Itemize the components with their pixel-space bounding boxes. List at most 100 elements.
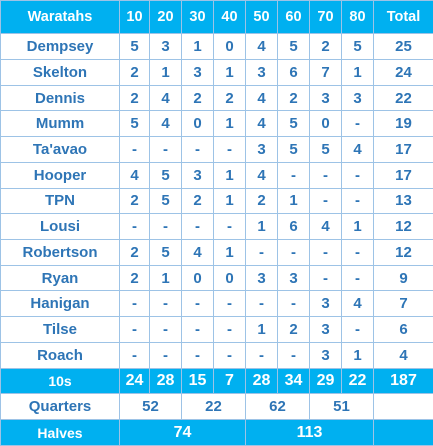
player-name: Tilse	[0, 316, 120, 343]
stat-cell: 1	[213, 59, 246, 86]
minute-header: 70	[309, 0, 342, 35]
stat-cell: 0	[213, 33, 246, 61]
stat-cell: 0	[181, 110, 214, 138]
minute-header: 20	[149, 0, 182, 35]
minute-header: 10	[119, 0, 150, 35]
stat-cell: 3	[181, 161, 214, 189]
stat-cell: -	[181, 136, 214, 163]
stat-cell: -	[181, 290, 214, 318]
tens-cell: 22	[341, 367, 374, 395]
stat-cell: 1	[213, 110, 246, 138]
player-name: Lousi	[0, 213, 120, 241]
stat-cell: 5	[149, 161, 182, 189]
stat-cell: 3	[245, 264, 278, 292]
stat-cell: 1	[213, 187, 246, 215]
stat-cell: 2	[119, 187, 150, 215]
stat-cell: 6	[277, 213, 310, 241]
stat-cell: 0	[309, 110, 342, 138]
player-name: Ryan	[0, 264, 120, 292]
stat-cell: -	[213, 213, 246, 241]
stat-cell: 5	[119, 33, 150, 61]
halves-row: Halves 74 113	[0, 419, 433, 446]
stat-cell: -	[309, 161, 342, 189]
minute-header: 40	[213, 0, 246, 35]
table-row: TPN 2 5 2 1 2 1- -13	[0, 187, 433, 215]
stat-cell: -	[245, 341, 278, 369]
player-name: Robertson	[0, 239, 120, 266]
tens-cell: 29	[309, 367, 342, 395]
player-total: 12	[373, 213, 433, 241]
player-name: Hanigan	[0, 290, 120, 318]
stat-cell: 1	[341, 341, 374, 369]
stat-cell: -	[149, 213, 182, 241]
quarters-total-cell	[373, 393, 433, 421]
minute-header: 30	[181, 0, 214, 35]
stat-cell: 2	[277, 316, 310, 343]
stat-cell: 4	[341, 136, 374, 163]
stat-cell: 4	[245, 33, 278, 61]
player-total: 6	[373, 316, 433, 343]
stat-cell: 3	[309, 84, 342, 112]
table-row: Ta'avao - - - -3 5 5 4 17	[0, 136, 433, 163]
stat-cell: -	[341, 264, 374, 292]
minute-header: 80	[341, 0, 374, 35]
stat-cell: 0	[181, 264, 214, 292]
stat-cell: -	[181, 213, 214, 241]
stat-cell: 4	[149, 84, 182, 112]
stat-cell: 1	[181, 33, 214, 61]
player-name: Hooper	[0, 161, 120, 189]
stat-cell: 4	[245, 161, 278, 189]
stat-cell: -	[149, 341, 182, 369]
stat-cell: -	[277, 341, 310, 369]
tens-cell: 7	[213, 367, 246, 395]
stat-cell: -	[149, 316, 182, 343]
stat-cell: 1	[341, 59, 374, 86]
player-total: 4	[373, 341, 433, 369]
stat-cell: 6	[277, 59, 310, 86]
stat-cell: -	[341, 161, 374, 189]
table-row: Roach - - - - - -3 1 4	[0, 341, 433, 369]
stat-cell: 2	[245, 187, 278, 215]
stat-cell: 2	[119, 84, 150, 112]
stat-cell: -	[277, 290, 310, 318]
table-row: Ryan 2 1 0 0 3 3- -9	[0, 264, 433, 292]
table-row: Hooper 4 5 3 1 4- - -17	[0, 161, 433, 189]
quarter-cell: 62	[245, 393, 310, 421]
stat-cell: 3	[309, 341, 342, 369]
stat-cell: 5	[277, 110, 310, 138]
player-total: 7	[373, 290, 433, 318]
quarters-row: Quarters 52 22 62 51	[0, 393, 433, 421]
stat-cell: 2	[119, 239, 150, 266]
stat-cell: -	[149, 136, 182, 163]
stat-cell: -	[341, 239, 374, 266]
tens-label: 10s	[0, 367, 120, 395]
quarter-cell: 52	[119, 393, 182, 421]
header-row: Waratahs 10 20 30 40 50 60 70 80 Total	[0, 0, 433, 35]
stat-cell: -	[213, 341, 246, 369]
stat-cell: 4	[341, 290, 374, 318]
minute-header: 50	[245, 0, 278, 35]
stat-cell: -	[213, 290, 246, 318]
stat-cell: 0	[213, 264, 246, 292]
stat-cell: -	[119, 341, 150, 369]
stat-cell: -	[119, 290, 150, 318]
stat-cell: 5	[341, 33, 374, 61]
stat-cell: 2	[119, 59, 150, 86]
quarters-label: Quarters	[0, 393, 120, 421]
stat-cell: 5	[149, 187, 182, 215]
stat-cell: -	[341, 187, 374, 215]
player-name: Ta'avao	[0, 136, 120, 163]
stat-cell: 3	[245, 136, 278, 163]
minute-header: 60	[277, 0, 310, 35]
stat-cell: 5	[309, 136, 342, 163]
team-title: Waratahs	[0, 0, 120, 35]
stat-cell: -	[213, 316, 246, 343]
half-cell: 113	[245, 419, 374, 446]
table-row: Skelton 2 1 3 1 3 6 7 1 24	[0, 59, 433, 86]
table-row: Dennis 2 4 2 2 4 2 3 3 22	[0, 84, 433, 112]
quarter-cell: 51	[309, 393, 374, 421]
player-name: Dempsey	[0, 33, 120, 61]
stat-cell: -	[309, 264, 342, 292]
halves-total-cell	[373, 419, 433, 446]
stat-cell: -	[245, 290, 278, 318]
